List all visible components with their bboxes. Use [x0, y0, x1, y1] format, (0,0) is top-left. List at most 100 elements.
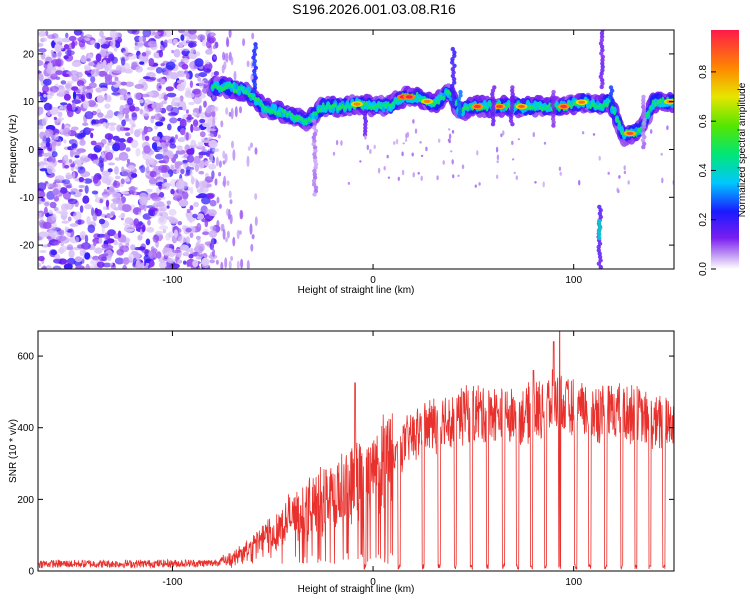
heatmap-noise-cell — [232, 149, 236, 161]
heatmap-noise-cell — [224, 257, 228, 269]
heatmap-noise-cell — [41, 197, 46, 202]
heatmap-streak-cell — [450, 93, 455, 99]
heatmap-noise-cell — [225, 208, 229, 216]
heatmap-noise-cell — [215, 259, 219, 265]
heatmap-peak-cell — [496, 104, 503, 109]
heatmap-noise-cell — [438, 138, 441, 143]
heatmap-streak-cell — [311, 142, 316, 147]
heatmap-streak-cell — [597, 241, 603, 246]
heatmap-noise-cell — [82, 249, 87, 254]
heatmap-noise-cell — [251, 32, 255, 40]
heatmap-peak-cell — [423, 99, 431, 103]
heatmap-noise-cell — [42, 78, 52, 86]
heatmap-noise-cell — [127, 165, 136, 171]
heatmap-noise-cell — [250, 243, 254, 252]
heatmap-streak-cell — [510, 85, 515, 90]
heatmap-band-cell — [649, 106, 652, 111]
heatmap-band-cell — [246, 86, 251, 95]
heatmap-streak-cell — [599, 44, 605, 49]
heatmap-noise-cell — [180, 34, 185, 41]
heatmap-noise-cell — [198, 170, 205, 175]
heatmap-noise-cell — [148, 157, 155, 164]
heatmap-noise-cell — [61, 210, 68, 217]
heatmap-noise-cell — [42, 85, 49, 94]
heatmap-streak-cell — [609, 88, 615, 93]
heatmap-noise-cell — [61, 37, 72, 43]
heatmap-band-cell — [269, 108, 272, 114]
heatmap-band-cell — [285, 112, 289, 117]
heatmap-noise-cell — [162, 135, 172, 141]
heatmap-streak-cell — [510, 91, 515, 97]
heatmap-noise-cell — [56, 118, 62, 123]
heatmap-band-cell — [322, 102, 325, 108]
heatmap-noise-cell — [92, 212, 98, 222]
heatmap-noise-cell — [38, 255, 45, 262]
heatmap-streak-cell — [596, 229, 602, 234]
heatmap-noise-cell — [140, 164, 146, 174]
heatmap-streak-cell — [312, 138, 317, 144]
heatmap-noise-cell — [158, 93, 164, 100]
y-tick-label: -10 — [20, 193, 35, 204]
heatmap-noise-cell — [607, 171, 610, 175]
heatmap-noise-cell — [151, 102, 161, 110]
heatmap-noise-cell — [110, 40, 116, 48]
heatmap-noise-cell — [138, 246, 146, 251]
heatmap-streak-cell — [450, 46, 455, 52]
x-tick-label: 100 — [565, 577, 582, 588]
heatmap-noise-cell — [77, 166, 84, 170]
heatmap-noise-cell — [650, 129, 653, 134]
heatmap-noise-cell — [42, 152, 52, 157]
heatmap-noise-cell — [72, 171, 76, 180]
heatmap-noise-cell — [82, 100, 89, 109]
heatmap-streak-cell — [491, 101, 496, 107]
heatmap-noise-cell — [145, 158, 150, 166]
heatmap-noise-cell — [246, 260, 250, 269]
heatmap-noise-cell — [193, 88, 202, 98]
heatmap-noise-cell — [65, 32, 69, 38]
heatmap-band-cell — [606, 102, 609, 108]
heatmap-noise-cell — [163, 178, 167, 184]
heatmap-peak-cell — [518, 104, 525, 109]
heatmap-noise-cell — [164, 39, 168, 45]
heatmap-noise-cell — [51, 53, 58, 59]
heatmap-noise-cell — [131, 113, 138, 121]
heatmap-streak-cell — [642, 121, 647, 126]
heatmap-streak-cell — [641, 124, 647, 130]
heatmap-noise-cell — [105, 37, 113, 41]
heatmap-peak-cell — [353, 102, 361, 106]
heatmap-streak-cell — [363, 122, 368, 127]
heatmap-noise-cell — [598, 155, 601, 161]
heatmap-noise-cell — [55, 210, 64, 214]
heatmap-streak-cell — [598, 264, 603, 269]
heatmap-streak-cell — [252, 48, 257, 54]
heatmap-noise-cell — [122, 257, 130, 265]
heatmap-band-cell — [259, 100, 263, 106]
heatmap-noise-cell — [196, 188, 204, 193]
heatmap-noise-cell — [229, 214, 233, 225]
heatmap-noise-cell — [60, 102, 68, 106]
y-tick-label: -20 — [20, 241, 35, 252]
heatmap-noise-cell — [404, 138, 408, 142]
heatmap-streak-cell — [642, 118, 647, 123]
heatmap-streak-cell — [641, 128, 646, 133]
heatmap-streak-cell — [252, 52, 257, 57]
heatmap-band-cell — [389, 103, 393, 109]
snr-x-axis-label: Height of straight line (km) — [298, 584, 415, 595]
heatmap-band-cell — [290, 114, 294, 119]
snr-ticks: -100 0 100 0 200 400 600 — [17, 331, 674, 588]
heatmap-streak-cell — [313, 188, 319, 194]
heatmap-noise-cell — [48, 209, 53, 215]
heatmap-streak-cell — [311, 118, 316, 124]
heatmap-streak-cell — [313, 185, 319, 190]
heatmap-noise-cell — [38, 262, 42, 268]
heatmap-noise-cell — [180, 168, 185, 175]
heatmap-noise-cell — [160, 78, 166, 85]
heatmap-noise-cell — [168, 208, 177, 216]
heatmap-noise-cell — [148, 177, 157, 185]
heatmap-noise-cell — [158, 164, 168, 174]
heatmap-noise-cell — [66, 257, 76, 265]
heatmap-noise-cell — [186, 116, 194, 120]
heatmap-noise-cell — [164, 182, 168, 186]
heatmap-noise-cell — [92, 159, 100, 164]
